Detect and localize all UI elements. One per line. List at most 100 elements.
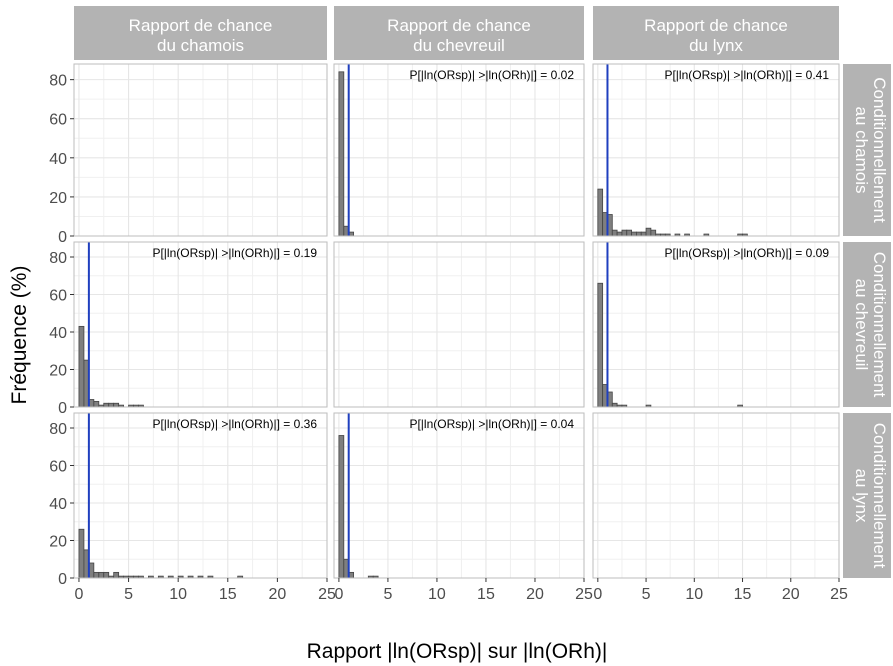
panel-r2-c0: P[|ln(ORsp)| >|ln(ORh)|] = 0.36 xyxy=(73,412,328,579)
y-tick-label: 40 xyxy=(49,151,67,168)
panel-background xyxy=(593,242,839,407)
histogram-bar xyxy=(207,575,214,578)
histogram-bar xyxy=(78,325,85,407)
x-tick-label: 20 xyxy=(782,586,800,603)
column-strip-label: Rapport de chance xyxy=(387,16,531,35)
row-strip-label: Conditionnellement xyxy=(870,252,889,398)
y-axis-title: Fréquence (%) xyxy=(8,266,31,405)
y-tick-label: 20 xyxy=(49,190,67,207)
histogram xyxy=(597,282,839,407)
histogram-bar xyxy=(674,233,681,236)
panel-r0-c1: P[|ln(ORsp)| >|ln(ORh)|] = 0.02 xyxy=(333,63,585,237)
y-tick-label: 80 xyxy=(49,73,67,90)
histogram-bar xyxy=(597,188,604,236)
histogram xyxy=(338,71,584,236)
histogram-bar xyxy=(597,282,604,407)
histogram-bar xyxy=(197,575,204,578)
histogram-bar xyxy=(187,575,194,578)
histogram-bar xyxy=(157,575,164,578)
probability-annotation: P[|ln(ORsp)| >|ln(ORh)|] = 0.04 xyxy=(409,417,574,431)
panel-r2-c1: P[|ln(ORsp)| >|ln(ORh)|] = 0.04 xyxy=(333,412,585,579)
x-tick-label: 15 xyxy=(477,586,495,603)
x-tick-label: 0 xyxy=(75,586,84,603)
histogram xyxy=(78,325,327,407)
row-strip-label: Conditionnellement xyxy=(870,423,889,569)
panel-border xyxy=(592,412,840,579)
probability-annotation: P[|ln(ORsp)| >|ln(ORh)|] = 0.02 xyxy=(409,68,574,82)
panel-background xyxy=(74,242,327,407)
histogram-bar xyxy=(338,71,345,236)
histogram-bar xyxy=(664,233,671,236)
histogram-bar xyxy=(138,404,144,407)
histogram-bar xyxy=(118,404,125,407)
column-strip-1 xyxy=(334,6,584,60)
panel-r0-c2: P[|ln(ORsp)| >|ln(ORh)|] = 0.41 xyxy=(592,63,840,237)
histogram xyxy=(597,188,839,236)
histogram-bar xyxy=(93,400,100,407)
histogram-bar xyxy=(338,435,345,578)
panel-border xyxy=(333,241,585,408)
y-tick-label: 80 xyxy=(49,421,67,438)
histogram-bar xyxy=(78,528,85,578)
probability-annotation: P[|ln(ORsp)| >|ln(ORh)|] = 0.19 xyxy=(152,246,317,260)
x-tick-label: 25 xyxy=(575,586,593,603)
histogram-bar xyxy=(636,231,642,236)
x-tick-label: 0 xyxy=(593,586,602,603)
histogram-bar xyxy=(742,233,748,236)
histogram-bar xyxy=(650,229,657,236)
panel-background xyxy=(74,413,327,578)
histogram-bar xyxy=(703,233,710,236)
panel-r2-c2 xyxy=(592,412,840,579)
histogram-bar xyxy=(621,404,628,407)
x-tick-label: 20 xyxy=(526,586,544,603)
panel-background xyxy=(74,64,327,236)
panel-border xyxy=(333,412,585,579)
histogram-bar xyxy=(108,402,115,407)
y-tick-label: 20 xyxy=(49,534,67,551)
panel-r0-c0 xyxy=(73,63,328,237)
x-tick-label: 10 xyxy=(169,586,187,603)
panel-border xyxy=(333,63,585,237)
histogram-bar xyxy=(737,404,743,407)
y-tick-label: 40 xyxy=(49,496,67,513)
y-tick-label: 60 xyxy=(49,459,67,476)
row-strip-label: au chamois xyxy=(852,107,871,194)
x-tick-label: 25 xyxy=(830,586,848,603)
histogram-bar xyxy=(684,233,690,236)
histogram-bar xyxy=(103,571,110,578)
x-tick-label: 10 xyxy=(685,586,703,603)
column-strip-2 xyxy=(593,6,839,60)
x-tick-label: 15 xyxy=(219,586,237,603)
histogram-bar xyxy=(93,571,100,578)
y-tick-label: 40 xyxy=(49,325,67,342)
histogram-bar xyxy=(645,227,652,236)
row-strip-0 xyxy=(843,64,891,236)
y-tick-label: 80 xyxy=(49,250,67,267)
y-tick-label: 0 xyxy=(58,400,67,417)
x-tick-labels: 0 5 10 15 20 250 5 10 15 20 25 0 5 10 15 20 25 xyxy=(75,578,848,603)
row-strip-label: au lynx xyxy=(852,469,871,523)
column-strip-label: Rapport de chance xyxy=(129,16,273,35)
probability-annotation: P[|ln(ORsp)| >|ln(ORh)|] = 0.41 xyxy=(664,68,829,82)
x-tick-label: 20 xyxy=(268,586,286,603)
column-strip-label: du chevreuil xyxy=(413,36,505,55)
histogram-bar xyxy=(177,575,184,578)
x-tick-label: 15 xyxy=(734,586,752,603)
panel-border xyxy=(592,63,840,237)
histogram-bar xyxy=(98,571,105,578)
x-tick-label: 0 xyxy=(334,586,343,603)
x-tick-label: 5 xyxy=(642,586,651,603)
row-strip-label: Conditionnellement xyxy=(870,77,889,223)
x-tick-label: 5 xyxy=(383,586,392,603)
y-tick-label: 0 xyxy=(58,571,67,588)
probability-annotation: P[|ln(ORsp)| >|ln(ORh)|] = 0.09 xyxy=(664,246,829,260)
histogram-bar xyxy=(626,229,632,236)
column-strip-label: du chamois xyxy=(157,36,244,55)
histogram xyxy=(78,528,327,578)
column-strip-label: du lynx xyxy=(689,36,743,55)
panel-r1-c0: P[|ln(ORsp)| >|ln(ORh)|] = 0.19 xyxy=(73,241,328,408)
x-tick-label: 5 xyxy=(124,586,133,603)
y-tick-label: 0 xyxy=(58,229,67,246)
row-strip-1 xyxy=(843,242,891,407)
